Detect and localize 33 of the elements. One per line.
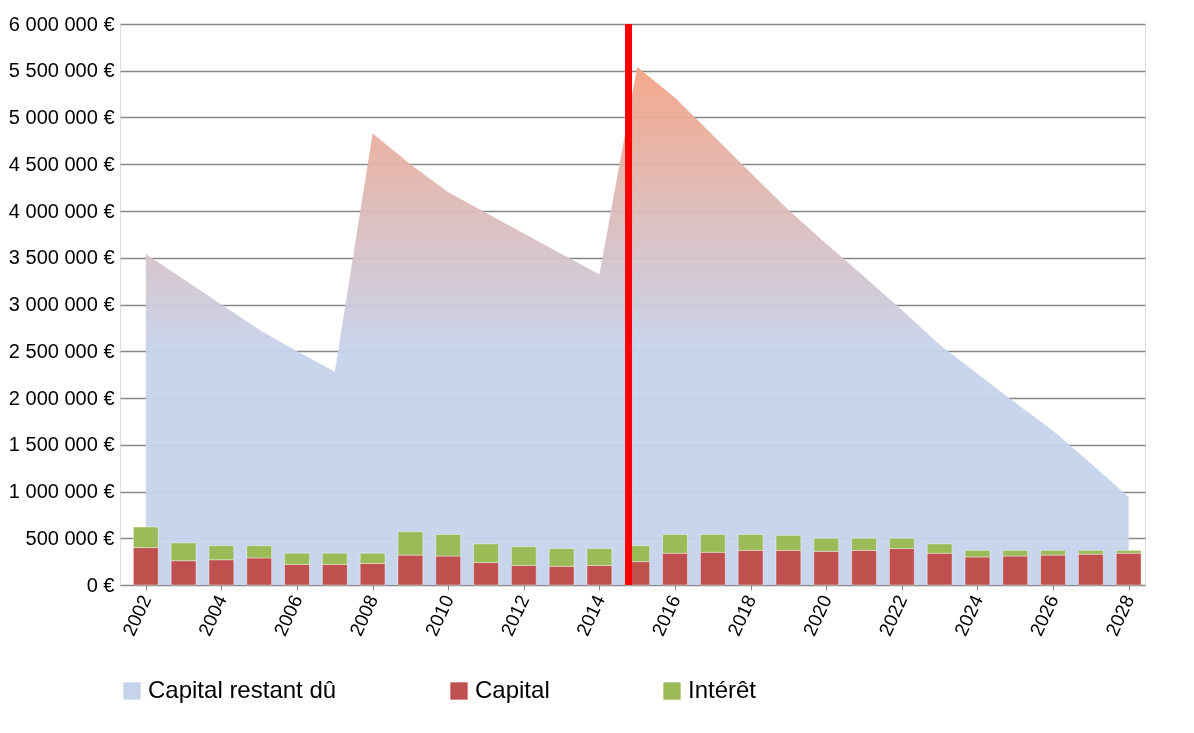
bar xyxy=(1077,553,1104,586)
x-tick-label: 2020 xyxy=(798,591,836,640)
y-tick-label: 5 500 000 € xyxy=(8,59,115,82)
x-tick-label: 2008 xyxy=(345,591,383,640)
legend-label: Intérêt xyxy=(688,676,757,703)
bar xyxy=(1040,554,1066,586)
y-tick-label: 4 000 000 € xyxy=(8,199,115,222)
y-tick-label: 3 500 000 € xyxy=(8,246,115,269)
x-tick-label: 2028 xyxy=(1101,591,1139,640)
y-tick-label: 0 € xyxy=(86,573,115,596)
x-tick-label: 2002 xyxy=(118,591,156,640)
x-tick-label: 2006 xyxy=(269,591,307,640)
x-tick-label: 2026 xyxy=(1025,591,1063,640)
y-tick-label: 5 000 000 € xyxy=(8,106,115,128)
y-tick-label: 3 000 000 € xyxy=(8,293,115,315)
y-tick-label: 500 000 € xyxy=(25,526,115,549)
y-tick-label: 2 500 000 € xyxy=(8,339,115,362)
y-tick-label: 1 000 000 € xyxy=(8,480,115,502)
x-tick-label: 2014 xyxy=(572,591,610,640)
x-tick-label: 2010 xyxy=(420,591,458,640)
x-tick-label: 2024 xyxy=(950,591,988,640)
y-tick-label: 1 500 000 € xyxy=(8,433,115,456)
bar xyxy=(1115,552,1142,586)
x-tick-label: 2022 xyxy=(874,591,912,640)
y-tick-label: 2 000 000 € xyxy=(8,386,115,409)
legend-label: Capital xyxy=(475,676,550,703)
legend-label: Capital restant dû xyxy=(148,676,337,703)
x-tick-label: 2012 xyxy=(496,591,534,640)
x-tick-label: 2016 xyxy=(647,591,685,640)
y-tick-label: 4 500 000 € xyxy=(8,152,115,175)
y-tick-label: 6 000 000 € xyxy=(8,12,115,35)
x-tick-label: 2004 xyxy=(194,591,232,640)
x-tick-label: 2018 xyxy=(723,591,761,640)
